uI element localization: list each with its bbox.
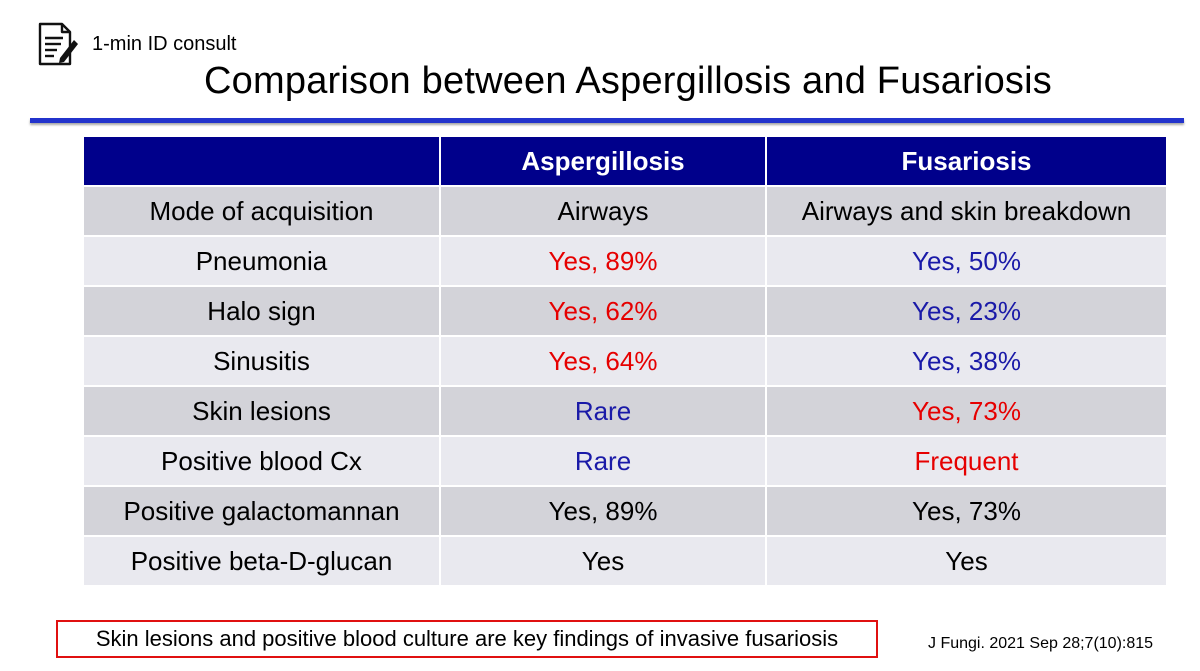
header-empty-cell — [82, 135, 441, 187]
fusariosis-cell: Airways and skin breakdown — [765, 185, 1168, 237]
fusariosis-cell: Yes, 73% — [765, 385, 1168, 437]
fusariosis-cell: Yes, 23% — [765, 285, 1168, 337]
fusariosis-cell: Yes, 50% — [765, 235, 1168, 287]
table-row: Positive galactomannan Yes, 89% Yes, 73% — [82, 485, 1168, 537]
page-title: Comparison between Aspergillosis and Fus… — [204, 60, 1052, 102]
aspergillosis-cell: Yes, 89% — [439, 485, 767, 537]
header-fusariosis: Fusariosis — [765, 135, 1168, 187]
citation: J Fungi. 2021 Sep 28;7(10):815 — [928, 635, 1154, 652]
aspergillosis-cell: Rare — [439, 435, 767, 487]
row-label: Skin lesions — [82, 385, 441, 437]
table-row: Skin lesions Rare Yes, 73% — [82, 385, 1168, 437]
table-row: Positive blood Cx Rare Frequent — [82, 435, 1168, 487]
fusariosis-cell: Yes, 73% — [765, 485, 1168, 537]
aspergillosis-cell: Yes, 64% — [439, 335, 767, 387]
fusariosis-cell: Frequent — [765, 435, 1168, 487]
aspergillosis-cell: Yes, 62% — [439, 285, 767, 337]
row-label: Sinusitis — [82, 335, 441, 387]
aspergillosis-cell: Yes — [439, 535, 767, 587]
row-label: Mode of acquisition — [82, 185, 441, 237]
fusariosis-cell: Yes — [765, 535, 1168, 587]
row-label: Positive galactomannan — [82, 485, 441, 537]
aspergillosis-cell: Yes, 89% — [439, 235, 767, 287]
comparison-table: Aspergillosis Fusariosis Mode of acquisi… — [82, 135, 1168, 587]
table-row: Positive beta-D-glucan Yes Yes — [82, 535, 1168, 587]
header-aspergillosis: Aspergillosis — [439, 135, 767, 187]
table-row: Pneumonia Yes, 89% Yes, 50% — [82, 235, 1168, 287]
document-edit-icon — [38, 22, 78, 66]
table-row: Mode of acquisition Airways Airways and … — [82, 185, 1168, 237]
row-label: Pneumonia — [82, 235, 441, 287]
row-label: Halo sign — [82, 285, 441, 337]
table-row: Halo sign Yes, 62% Yes, 23% — [82, 285, 1168, 337]
fusariosis-cell: Yes, 38% — [765, 335, 1168, 387]
table-header-row: Aspergillosis Fusariosis — [82, 135, 1168, 187]
key-finding-box: Skin lesions and positive blood culture … — [56, 620, 878, 658]
row-label: Positive beta-D-glucan — [82, 535, 441, 587]
aspergillosis-cell: Airways — [439, 185, 767, 237]
title-divider — [30, 118, 1184, 123]
brand-label: 1-min ID consult — [92, 33, 237, 55]
table-row: Sinusitis Yes, 64% Yes, 38% — [82, 335, 1168, 387]
row-label: Positive blood Cx — [82, 435, 441, 487]
aspergillosis-cell: Rare — [439, 385, 767, 437]
